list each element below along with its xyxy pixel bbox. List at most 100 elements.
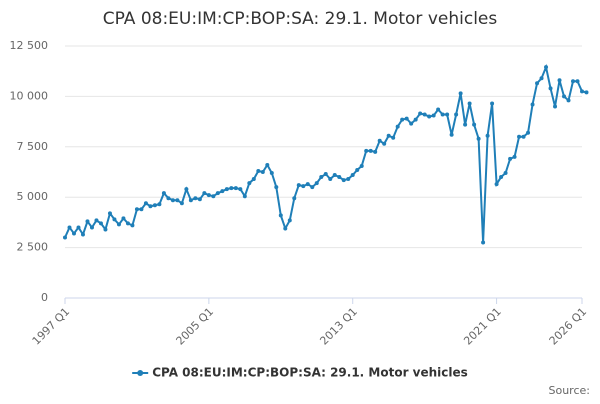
x-tick-label: 2013 Q1 — [317, 305, 360, 348]
point — [404, 116, 409, 121]
point — [63, 235, 67, 240]
point — [422, 112, 427, 117]
point — [256, 168, 261, 173]
point — [440, 112, 445, 117]
point — [224, 187, 229, 192]
x-tick-label: 2005 Q1 — [174, 305, 217, 348]
point — [310, 185, 315, 190]
point — [76, 225, 81, 230]
point — [296, 183, 301, 188]
point — [526, 130, 531, 135]
point — [557, 78, 562, 83]
point — [251, 177, 256, 182]
point — [418, 111, 423, 116]
point — [215, 191, 220, 196]
point — [490, 101, 495, 106]
point — [454, 112, 459, 117]
point — [337, 175, 342, 180]
point — [400, 117, 405, 122]
point — [476, 136, 481, 141]
point — [238, 187, 243, 192]
point — [328, 177, 333, 182]
point — [134, 207, 139, 212]
point — [386, 133, 391, 138]
x-tick-label: 2026 Q1 — [547, 305, 590, 348]
point — [544, 65, 549, 70]
y-tick-label: 5 000 — [17, 190, 49, 203]
point — [152, 203, 157, 208]
point — [121, 216, 126, 221]
point — [287, 218, 292, 223]
point — [67, 225, 72, 230]
line — [64, 63, 587, 243]
legend-label: CPA 08:EU:IM:CP:BOP:SA: 29.1. Motor vehi… — [152, 366, 468, 380]
point — [512, 154, 517, 159]
point — [188, 198, 193, 203]
point — [355, 167, 360, 172]
point — [346, 177, 351, 182]
point — [292, 196, 297, 201]
point — [350, 173, 355, 178]
point — [472, 122, 477, 127]
point — [368, 148, 373, 153]
point — [427, 114, 432, 119]
point — [409, 121, 414, 126]
point — [94, 218, 99, 223]
point — [80, 232, 85, 237]
point — [170, 198, 175, 203]
y-tick-label: 0 — [41, 291, 48, 304]
point — [179, 201, 184, 206]
point — [391, 135, 396, 140]
point — [499, 175, 504, 180]
point — [494, 182, 499, 187]
point — [206, 193, 211, 198]
x-tick-label: 2021 Q1 — [461, 305, 504, 348]
point — [107, 211, 112, 216]
point — [305, 182, 310, 187]
point — [395, 124, 400, 129]
point — [323, 172, 328, 177]
point — [431, 113, 436, 118]
point — [485, 133, 490, 138]
point — [382, 141, 387, 146]
point — [247, 181, 252, 186]
y-tick-label: 7 500 — [17, 140, 49, 153]
point — [373, 149, 378, 154]
point — [364, 148, 369, 153]
point — [445, 112, 450, 117]
point — [166, 196, 171, 201]
point — [463, 122, 468, 127]
point — [139, 207, 144, 212]
point — [314, 181, 319, 186]
point — [233, 186, 238, 191]
x-tick-label: 1997 Q1 — [30, 305, 73, 348]
point — [436, 107, 441, 112]
point — [458, 91, 463, 96]
source: Source: — [549, 384, 591, 397]
y-tick-label: 10 000 — [10, 89, 49, 102]
point — [148, 204, 153, 209]
point — [130, 223, 135, 228]
point — [125, 221, 130, 226]
point — [359, 163, 364, 168]
point — [260, 170, 265, 174]
point — [503, 171, 508, 176]
point — [143, 201, 148, 206]
point — [377, 138, 382, 143]
point — [332, 173, 337, 178]
point — [575, 79, 580, 84]
point — [157, 202, 162, 207]
point — [521, 134, 526, 139]
point — [548, 86, 553, 91]
point — [467, 101, 472, 106]
point — [562, 94, 567, 99]
point — [449, 132, 454, 137]
point — [274, 185, 279, 190]
point — [481, 240, 486, 245]
point — [197, 197, 202, 202]
point — [193, 196, 198, 201]
point — [283, 226, 288, 231]
legend-marker — [137, 370, 144, 376]
chart-title: CPA 08:EU:IM:CP:BOP:SA: 29.1. Motor vehi… — [103, 9, 498, 29]
